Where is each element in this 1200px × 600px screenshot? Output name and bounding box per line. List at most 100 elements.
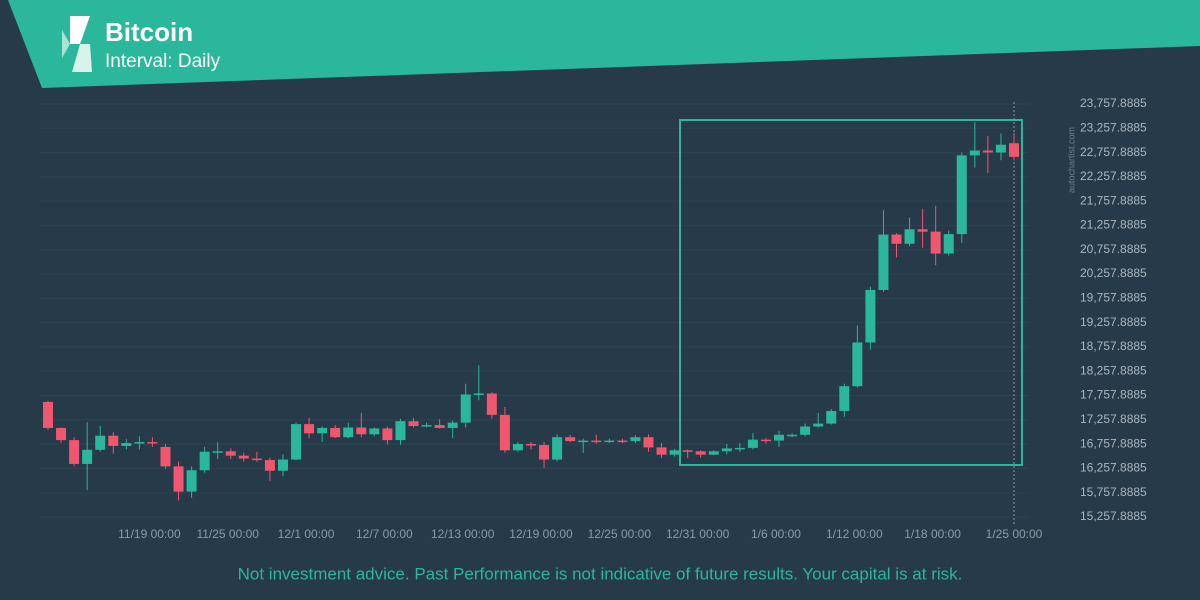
candle (82, 422, 93, 491)
candle-body (251, 458, 262, 461)
candle (421, 422, 432, 428)
candle-body (969, 150, 980, 156)
candle (891, 233, 902, 258)
y-tick-label: 17,757.8885 (1080, 388, 1147, 402)
candle (800, 423, 811, 437)
candle (1009, 133, 1019, 161)
candle (682, 449, 693, 459)
candle-body (173, 466, 184, 492)
candle-body (434, 425, 445, 428)
candle (460, 383, 471, 428)
candle-body (734, 447, 745, 450)
candle (526, 442, 536, 450)
candle (630, 435, 641, 444)
candle (787, 433, 798, 438)
candle (356, 412, 367, 438)
y-tick-label: 15,757.8885 (1080, 485, 1147, 499)
candle-body (669, 450, 680, 455)
x-tick-label: 12/31 00:00 (666, 527, 730, 541)
candle (173, 461, 184, 501)
x-tick-label: 1/25 00:00 (986, 527, 1043, 541)
candle (969, 122, 980, 168)
candle (251, 451, 262, 462)
candle-body (878, 234, 889, 290)
candle (434, 419, 445, 429)
x-tick-label: 1/6 00:00 (751, 527, 801, 541)
y-tick-label: 21,257.8885 (1080, 218, 1147, 232)
candle-body (891, 234, 902, 244)
candle (343, 422, 354, 439)
candle-body (604, 440, 615, 443)
candle-body (473, 393, 484, 395)
candle-body (826, 410, 837, 424)
candle (147, 437, 158, 447)
header-banner (8, 0, 1200, 88)
candle (721, 444, 732, 455)
candle (669, 448, 680, 457)
x-tick-label: 1/12 00:00 (826, 527, 883, 541)
candle (695, 450, 706, 458)
candle (839, 383, 850, 417)
y-tick-label: 15,257.8885 (1080, 509, 1147, 523)
candle (395, 418, 406, 445)
candle (708, 450, 719, 456)
candle-body (943, 234, 954, 254)
y-tick-label: 20,757.8885 (1080, 242, 1147, 256)
candle (330, 425, 341, 439)
x-tick-label: 12/7 00:00 (356, 527, 413, 541)
candle (277, 454, 288, 477)
candle (369, 427, 380, 437)
candle-body (904, 229, 915, 244)
candle-body (108, 435, 119, 446)
candle (813, 412, 824, 428)
candle-body (787, 434, 798, 437)
candle-body (721, 448, 732, 452)
candle (565, 434, 576, 443)
candle (199, 446, 210, 473)
candle-body (69, 440, 80, 464)
y-tick-label: 19,257.8885 (1080, 315, 1147, 329)
candle-body (539, 444, 550, 460)
y-tick-label: 17,257.8885 (1080, 412, 1147, 426)
candle-body (291, 424, 302, 460)
x-tick-label: 1/18 00:00 (904, 527, 961, 541)
candle-body (382, 428, 393, 441)
candle (604, 438, 615, 444)
candle-body (760, 439, 771, 442)
candle-body (917, 229, 928, 232)
candle-body (578, 440, 589, 443)
candle (291, 422, 302, 461)
candle (447, 420, 458, 439)
watermark: autochartist.com (1066, 127, 1076, 193)
y-tick-label: 22,257.8885 (1080, 169, 1147, 183)
candle-body (774, 434, 785, 441)
candle-body (212, 451, 223, 453)
candle-body (186, 470, 197, 492)
candle-body (343, 427, 354, 438)
y-tick-label: 21,757.8885 (1080, 193, 1147, 207)
candle (591, 434, 602, 444)
candle (774, 430, 785, 447)
logo (62, 16, 92, 72)
candle (264, 457, 275, 481)
candle-body (395, 421, 406, 441)
candle-body (591, 440, 602, 443)
candle-body (43, 401, 53, 428)
logo-part (62, 30, 70, 58)
candle-body (421, 425, 432, 427)
candle-body (565, 437, 576, 442)
candle-body (460, 394, 471, 423)
plot-area (40, 102, 1030, 525)
candle-body (277, 459, 288, 471)
candle (56, 427, 67, 444)
candle (578, 438, 589, 453)
candle (917, 208, 928, 248)
chart-title: Bitcoin (105, 17, 193, 47)
candle (539, 442, 550, 468)
candle-body (238, 455, 249, 459)
candle-body (160, 446, 171, 467)
candle (760, 438, 771, 444)
candle-body (447, 422, 458, 428)
candle-body (499, 414, 510, 451)
